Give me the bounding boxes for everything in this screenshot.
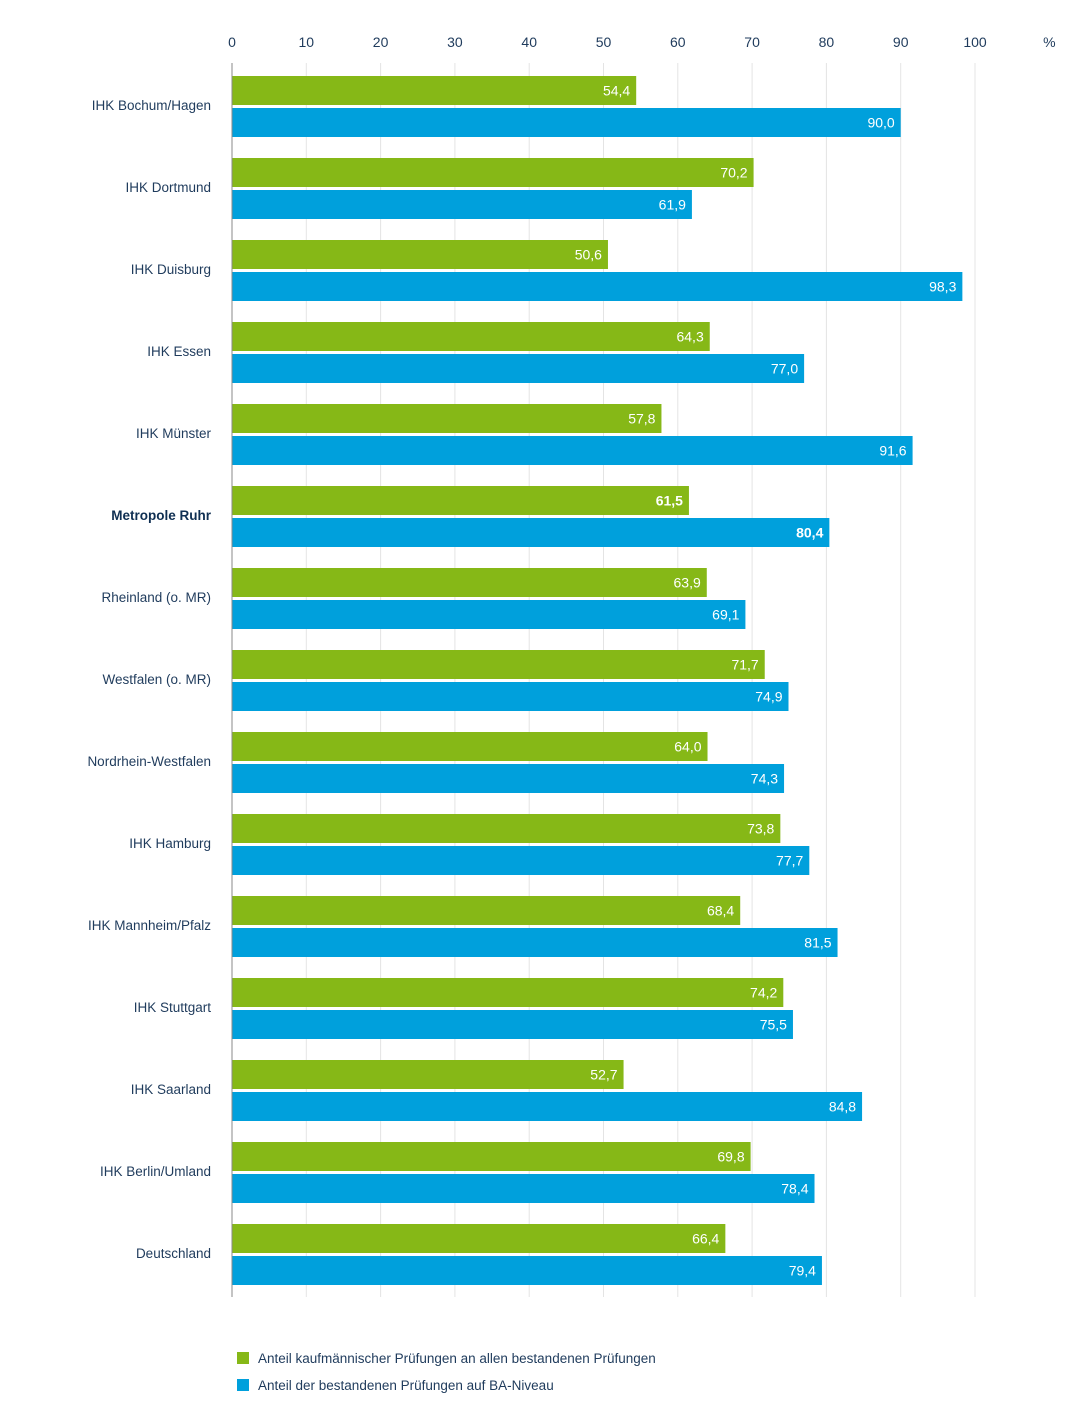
category-label-14: Deutschland [136,1246,211,1261]
bar-series-2-3 [232,354,805,383]
x-tick-label-90: 90 [893,34,909,50]
category-label-4: IHK Münster [136,426,212,441]
category-label-0: IHK Bochum/Hagen [92,98,211,113]
category-label-3: IHK Essen [147,344,211,359]
bar-value-label-series-2-3: 77,0 [771,361,798,377]
category-label-10: IHK Mannheim/Pfalz [88,918,211,933]
x-tick-label-0: 0 [228,34,236,50]
category-label-5: Metropole Ruhr [111,508,211,523]
category-label-1: IHK Dortmund [125,180,211,195]
bar-series-2-8 [232,764,785,793]
bar-value-label-series-2-6: 69,1 [712,607,739,623]
bar-series-2-2 [232,272,963,301]
bar-value-label-series-2-13: 78,4 [781,1181,808,1197]
bar-series-2-5 [232,518,830,547]
legend-swatch-series-2 [237,1379,249,1391]
bar-chart: 0 10 20 30 40 50 60 70 80 90 100 % IHK Bochum/Hagen 5… [87,34,1056,1297]
bar-value-label-series-1-3: 64,3 [676,329,703,345]
bar-series-2-11 [232,1010,793,1039]
bar-value-label-series-2-2: 98,3 [929,279,956,295]
bar-value-label-series-2-9: 77,7 [776,853,803,869]
bar-value-label-series-2-11: 75,5 [760,1017,787,1033]
bar-series-1-3 [232,322,710,351]
bar-value-label-series-2-0: 90,0 [867,115,894,131]
bar-series-2-9 [232,846,810,875]
bar-series-1-6 [232,568,707,597]
bar-series-1-11 [232,978,784,1007]
legend-swatch-series-1 [237,1352,249,1364]
category-label-7: Westfalen (o. MR) [102,672,211,687]
bar-series-2-6 [232,600,746,629]
bar-series-1-0 [232,76,637,105]
bar-value-label-series-1-4: 57,8 [628,411,655,427]
x-tick-label-100: 100 [963,34,987,50]
legend: Anteil kaufmännischer Prüfungen an allen… [237,1349,656,1403]
bar-value-label-series-1-10: 68,4 [707,903,734,919]
bar-value-label-series-1-11: 74,2 [750,985,777,1001]
bar-value-label-series-1-9: 73,8 [747,821,774,837]
bar-series-2-14 [232,1256,822,1285]
bar-value-label-series-1-2: 50,6 [575,247,602,263]
legend-item-series-1: Anteil kaufmännischer Prüfungen an allen… [237,1349,656,1367]
x-tick-label-30: 30 [447,34,463,50]
x-tick-label-10: 10 [299,34,315,50]
bar-series-2-0 [232,108,901,137]
x-tick-label-20: 20 [373,34,389,50]
bar-value-label-series-1-5: 61,5 [656,493,683,509]
bar-value-label-series-1-13: 69,8 [717,1149,744,1165]
bar-series-1-8 [232,732,708,761]
x-tick-label-60: 60 [670,34,686,50]
bar-series-1-2 [232,240,608,269]
legend-item-series-2: Anteil der bestandenen Prüfungen auf BA-… [237,1376,656,1394]
bar-series-2-10 [232,928,838,957]
bar-value-label-series-1-12: 52,7 [590,1067,617,1083]
category-label-11: IHK Stuttgart [134,1000,212,1015]
category-label-13: IHK Berlin/Umland [100,1164,211,1179]
bar-series-1-14 [232,1224,726,1253]
x-tick-label-70: 70 [744,34,760,50]
bar-value-label-series-1-6: 63,9 [674,575,701,591]
bar-series-1-7 [232,650,765,679]
bar-series-2-13 [232,1174,815,1203]
bar-series-1-13 [232,1142,751,1171]
bar-value-label-series-2-14: 79,4 [789,1263,816,1279]
bar-value-label-series-1-7: 71,7 [731,657,758,673]
bar-series-1-4 [232,404,662,433]
bar-series-1-12 [232,1060,624,1089]
bar-series-2-12 [232,1092,863,1121]
category-label-12: IHK Saarland [131,1082,211,1097]
bar-value-label-series-1-1: 70,2 [720,165,747,181]
category-label-2: IHK Duisburg [131,262,211,277]
bar-value-label-series-2-5: 80,4 [796,525,823,541]
bar-series-1-9 [232,814,781,843]
bar-value-label-series-2-12: 84,8 [829,1099,856,1115]
category-label-6: Rheinland (o. MR) [101,590,211,605]
x-axis-unit-label: % [1043,34,1055,50]
legend-label-series-1: Anteil kaufmännischer Prüfungen an allen… [258,1350,656,1366]
x-tick-label-50: 50 [596,34,612,50]
bar-value-label-series-1-14: 66,4 [692,1231,719,1247]
bar-value-label-series-1-0: 54,4 [603,83,630,99]
bar-value-label-series-2-7: 74,9 [755,689,782,705]
bar-series-1-5 [232,486,689,515]
bar-series-2-1 [232,190,692,219]
category-label-9: IHK Hamburg [129,836,211,851]
x-tick-label-80: 80 [819,34,835,50]
bar-value-label-series-2-4: 91,6 [879,443,906,459]
bar-series-2-7 [232,682,789,711]
bar-value-label-series-2-10: 81,5 [804,935,831,951]
bar-value-label-series-2-1: 61,9 [659,197,686,213]
category-label-8: Nordrhein-Westfalen [87,754,211,769]
bar-series-2-4 [232,436,913,465]
bar-series-1-10 [232,896,741,925]
bar-value-label-series-2-8: 74,3 [751,771,778,787]
bar-series-1-1 [232,158,754,187]
legend-label-series-2: Anteil der bestandenen Prüfungen auf BA-… [258,1377,554,1393]
bar-value-label-series-1-8: 64,0 [674,739,701,755]
x-tick-label-40: 40 [521,34,537,50]
